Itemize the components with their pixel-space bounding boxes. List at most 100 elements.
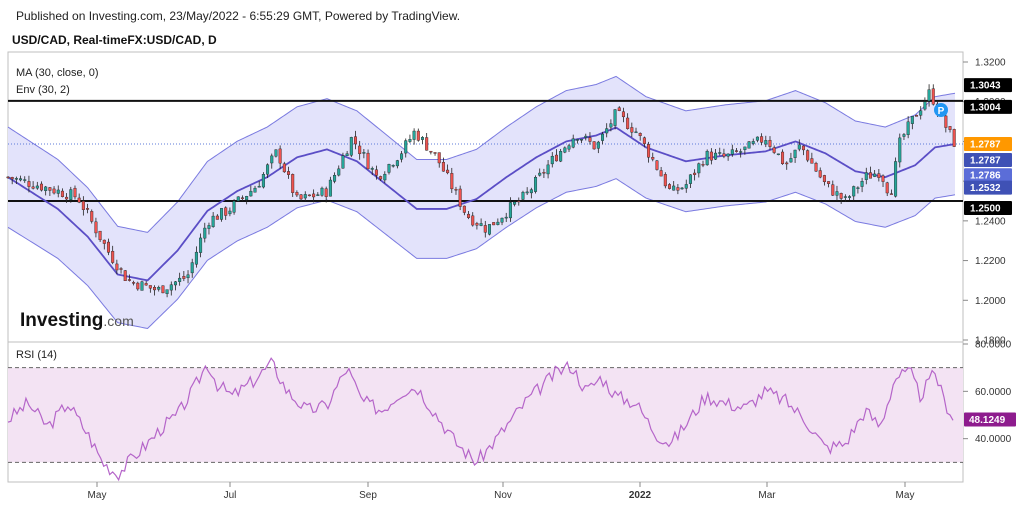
rsi-tick-label: 60.0000 [975, 387, 1012, 398]
envelope-fill [8, 76, 955, 329]
candle-body [416, 130, 420, 141]
rsi-series [7, 357, 954, 482]
rsi-tick-label: 40.0000 [975, 434, 1012, 445]
candle-body [538, 172, 542, 176]
env-indicator-label[interactable]: Env (30, 2) [16, 84, 70, 96]
candle-body [349, 137, 353, 156]
candle-body [278, 148, 282, 164]
candle-body [287, 171, 291, 175]
candle-body [178, 277, 182, 282]
rsi-indicator-label[interactable]: RSI (14) [16, 349, 57, 361]
price-tag-label: 1.2786 [970, 171, 1001, 182]
ma-indicator-label[interactable]: MA (30, close, 0) [16, 67, 99, 79]
candle-body [529, 189, 533, 194]
candle-body [948, 126, 952, 130]
envelope-lower [7, 178, 956, 330]
candle-body [249, 190, 253, 197]
symbol-title: USD/CAD, Real-timeFX:USD/CAD, D [12, 33, 217, 47]
candle-body [383, 173, 387, 181]
candle-body [462, 205, 466, 213]
candle-body [559, 150, 563, 162]
candle-body [831, 184, 835, 196]
candle-body [617, 107, 621, 112]
candle-body [915, 115, 919, 117]
candle-body [856, 187, 860, 189]
candle-body [818, 170, 822, 178]
candle-body [764, 140, 768, 145]
candle-body [165, 289, 169, 294]
candle-body [282, 163, 286, 173]
candle-body [651, 157, 655, 160]
candle-body [709, 151, 713, 161]
candle-body [471, 215, 475, 226]
price-tag-label: 1.3043 [970, 81, 1001, 92]
candle-body [839, 193, 843, 199]
price-tick-label: 1.3200 [975, 58, 1006, 69]
candle-body [483, 225, 487, 233]
candle-body [106, 241, 110, 253]
candle-body [257, 185, 261, 188]
candle-body [609, 123, 613, 128]
candle-body [680, 187, 684, 190]
candle-body [785, 162, 789, 165]
candle-body [211, 215, 215, 227]
pattern-marker-icon[interactable] [934, 103, 948, 117]
candle-body [60, 190, 64, 197]
candle-body [843, 196, 847, 198]
candle-body [475, 223, 479, 226]
candle-body [676, 187, 680, 191]
moving-average [7, 126, 956, 282]
rsi-value-tag: 48.1249 [964, 412, 1016, 427]
candle-body [655, 160, 659, 170]
date-tick-label: May [88, 490, 107, 501]
candle-body [44, 186, 48, 191]
candle-body [437, 152, 441, 164]
price-tag-dark: 1.3043 [964, 78, 1012, 93]
candle-body [630, 127, 634, 133]
candle-body [56, 189, 60, 194]
candle-body [714, 152, 718, 160]
candle-body [864, 172, 868, 180]
candle-body [743, 146, 747, 150]
candle-body [295, 192, 299, 196]
candle-body [931, 88, 935, 105]
candle-body [366, 152, 370, 170]
candle-body [102, 239, 106, 244]
candle-body [391, 165, 395, 167]
candle-body [446, 169, 450, 174]
candle-body [27, 181, 31, 187]
candle-body [563, 147, 567, 153]
candle-body [266, 164, 270, 175]
candle-body [693, 172, 697, 175]
candle-body [224, 207, 228, 216]
price-tag-label: 1.2532 [970, 183, 1001, 194]
candle-body [425, 137, 429, 151]
envelope-upper [7, 75, 956, 233]
date-tick-label: 2022 [629, 490, 652, 501]
candle-body [889, 193, 893, 195]
price-tick-label: 1.2200 [975, 256, 1006, 267]
candle-body [789, 158, 793, 163]
candle-body [90, 211, 94, 222]
candle-body [467, 213, 471, 218]
candle-body [358, 145, 362, 155]
candle-body [404, 140, 408, 154]
date-tick-label: Sep [359, 490, 377, 501]
price-tick-label: 1.2000 [975, 296, 1006, 307]
candle-body [312, 193, 316, 198]
candle-body [487, 224, 491, 235]
candle-body [333, 175, 337, 182]
candle-body [755, 136, 759, 141]
candle-body [718, 152, 722, 154]
candle-body [190, 262, 194, 274]
candle-body [596, 141, 600, 149]
candle-body [48, 187, 52, 191]
candle-body [458, 188, 462, 207]
candle-body [173, 281, 177, 286]
candle-body [395, 160, 399, 167]
candle-body [433, 152, 437, 154]
candle-body [776, 153, 780, 156]
candle-body [261, 174, 265, 188]
candle-body [23, 179, 27, 181]
